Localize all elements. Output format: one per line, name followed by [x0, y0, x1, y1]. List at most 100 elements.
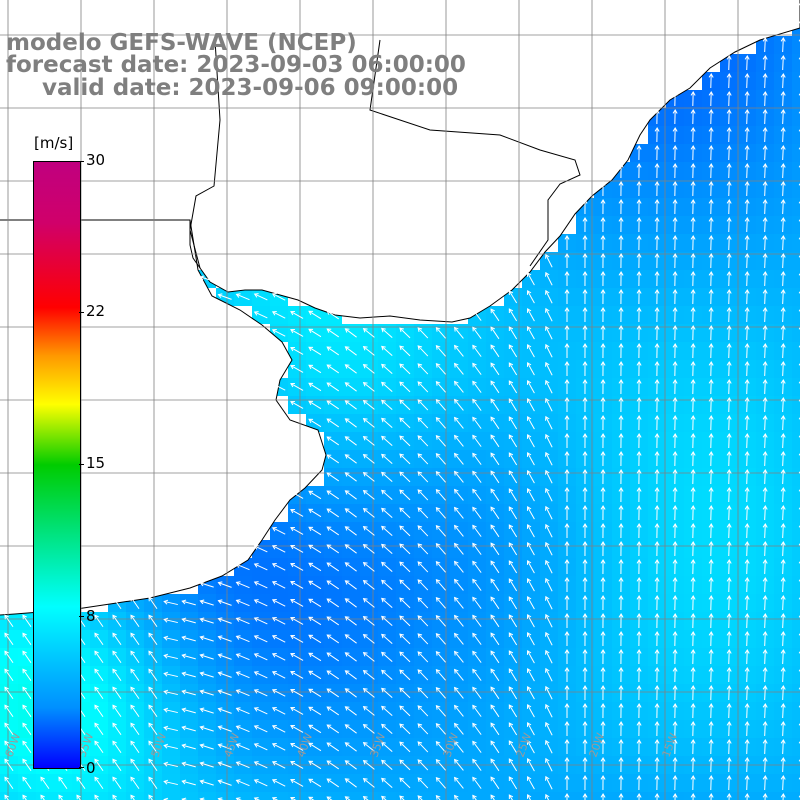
wind-arrow-head — [762, 451, 768, 456]
wind-arrow — [112, 722, 122, 736]
wind-arrow-head — [618, 289, 624, 294]
wind-arrow-head — [636, 325, 642, 330]
wind-arrow-head — [762, 73, 768, 78]
wind-arrow-head — [326, 472, 332, 477]
wind-arrow-head — [235, 563, 241, 568]
wind-arrow-head — [582, 559, 588, 564]
wind-arrow — [22, 614, 32, 628]
wind-arrow — [728, 91, 730, 107]
wind-arrow-head — [654, 397, 660, 402]
land-polygon — [0, 220, 326, 615]
wind-arrow-head — [690, 559, 696, 564]
wind-speed-cell — [792, 324, 800, 342]
wind-arrow-head — [636, 577, 642, 582]
wind-arrow — [782, 433, 784, 449]
wind-arrow-head — [690, 325, 696, 330]
wind-arrow-head — [112, 758, 117, 764]
wind-arrow-head — [780, 451, 786, 456]
wind-arrow-head — [545, 685, 550, 691]
wind-arrow — [764, 721, 766, 737]
wind-arrow-head — [253, 797, 259, 800]
wind-arrow-head — [435, 471, 441, 476]
wind-arrow — [764, 793, 766, 800]
wind-arrow-head — [454, 470, 459, 476]
wind-arrow-head — [344, 454, 350, 459]
wind-arrow-head — [417, 741, 423, 746]
wind-arrow-head — [290, 400, 295, 406]
wind-arrow-head — [526, 506, 532, 511]
wind-arrow-head — [690, 415, 696, 420]
wind-arrow — [728, 595, 730, 611]
wind-arrow-head — [235, 635, 241, 640]
wind-arrow — [290, 365, 304, 373]
wind-arrow-head — [381, 669, 386, 675]
colorbar-tickmark — [79, 616, 84, 617]
wind-arrow-head — [690, 793, 696, 798]
wind-arrow — [363, 760, 375, 770]
wind-arrow-head — [636, 721, 642, 726]
wind-arrow-head — [94, 650, 99, 656]
wind-arrow-head — [253, 707, 259, 712]
wind-arrow-head — [290, 706, 295, 712]
wind-arrow-head — [435, 543, 441, 548]
wind-arrow-head — [381, 525, 386, 531]
wind-arrow-head — [618, 397, 624, 402]
wind-arrow-head — [618, 523, 624, 528]
wind-arrow-head — [148, 704, 153, 710]
wind-arrow — [417, 651, 429, 663]
wind-speed-cell — [162, 792, 180, 800]
wind-arrow — [436, 525, 446, 537]
wind-arrow-head — [326, 526, 332, 531]
colorbar-tick-label: 30 — [86, 151, 106, 169]
wind-arrow — [272, 293, 286, 301]
wind-arrow — [22, 722, 32, 736]
wind-arrow — [490, 362, 500, 376]
wind-arrow — [436, 543, 446, 555]
wind-arrow-head — [780, 559, 786, 564]
wind-arrow — [527, 452, 535, 466]
wind-arrow — [508, 560, 518, 574]
wind-arrow-head — [708, 793, 714, 798]
wind-arrow-head — [636, 703, 642, 708]
wind-arrow-head — [94, 740, 99, 746]
model-title: modelo GEFS-WAVE (NCEP) — [6, 30, 357, 56]
wind-arrow-head — [435, 651, 441, 656]
wind-arrow — [200, 276, 214, 282]
wind-arrow-head — [526, 722, 532, 727]
wind-arrow-head — [654, 163, 660, 168]
wind-arrow-head — [362, 525, 368, 531]
wind-speed-cell — [342, 792, 360, 800]
wind-arrow-head — [600, 703, 606, 708]
wind-arrow-head — [326, 778, 332, 783]
wind-arrow-head — [726, 361, 732, 366]
wind-arrow-head — [381, 633, 386, 639]
wind-arrow — [272, 725, 286, 733]
wind-arrow-head — [654, 577, 660, 582]
wind-arrow-head — [362, 543, 368, 549]
wind-arrow-head — [22, 758, 27, 764]
wind-arrow — [728, 667, 730, 683]
wind-arrow-head — [271, 743, 277, 748]
wind-arrow — [490, 326, 500, 340]
wind-arrow-head — [672, 379, 678, 384]
wind-arrow — [399, 615, 411, 627]
wind-arrow — [764, 181, 766, 197]
wind-arrow — [436, 777, 446, 789]
wind-arrow-head — [582, 397, 588, 402]
wind-arrow-head — [454, 776, 459, 782]
wind-arrow-head — [780, 415, 786, 420]
wind-arrow — [728, 541, 730, 557]
wind-speed-cell — [324, 792, 342, 800]
wind-arrow — [746, 469, 748, 485]
wind-arrow-head — [326, 670, 332, 675]
wind-arrow — [254, 545, 268, 553]
wind-arrow-head — [672, 325, 678, 330]
wind-arrow — [472, 633, 482, 645]
wind-arrow-head — [618, 343, 624, 348]
wind-arrow-head — [22, 632, 27, 638]
wind-arrow — [381, 399, 393, 411]
wind-arrow-head — [600, 667, 606, 672]
wind-arrow-head — [40, 794, 45, 800]
wind-arrow-head — [654, 721, 660, 726]
wind-arrow — [527, 668, 535, 682]
